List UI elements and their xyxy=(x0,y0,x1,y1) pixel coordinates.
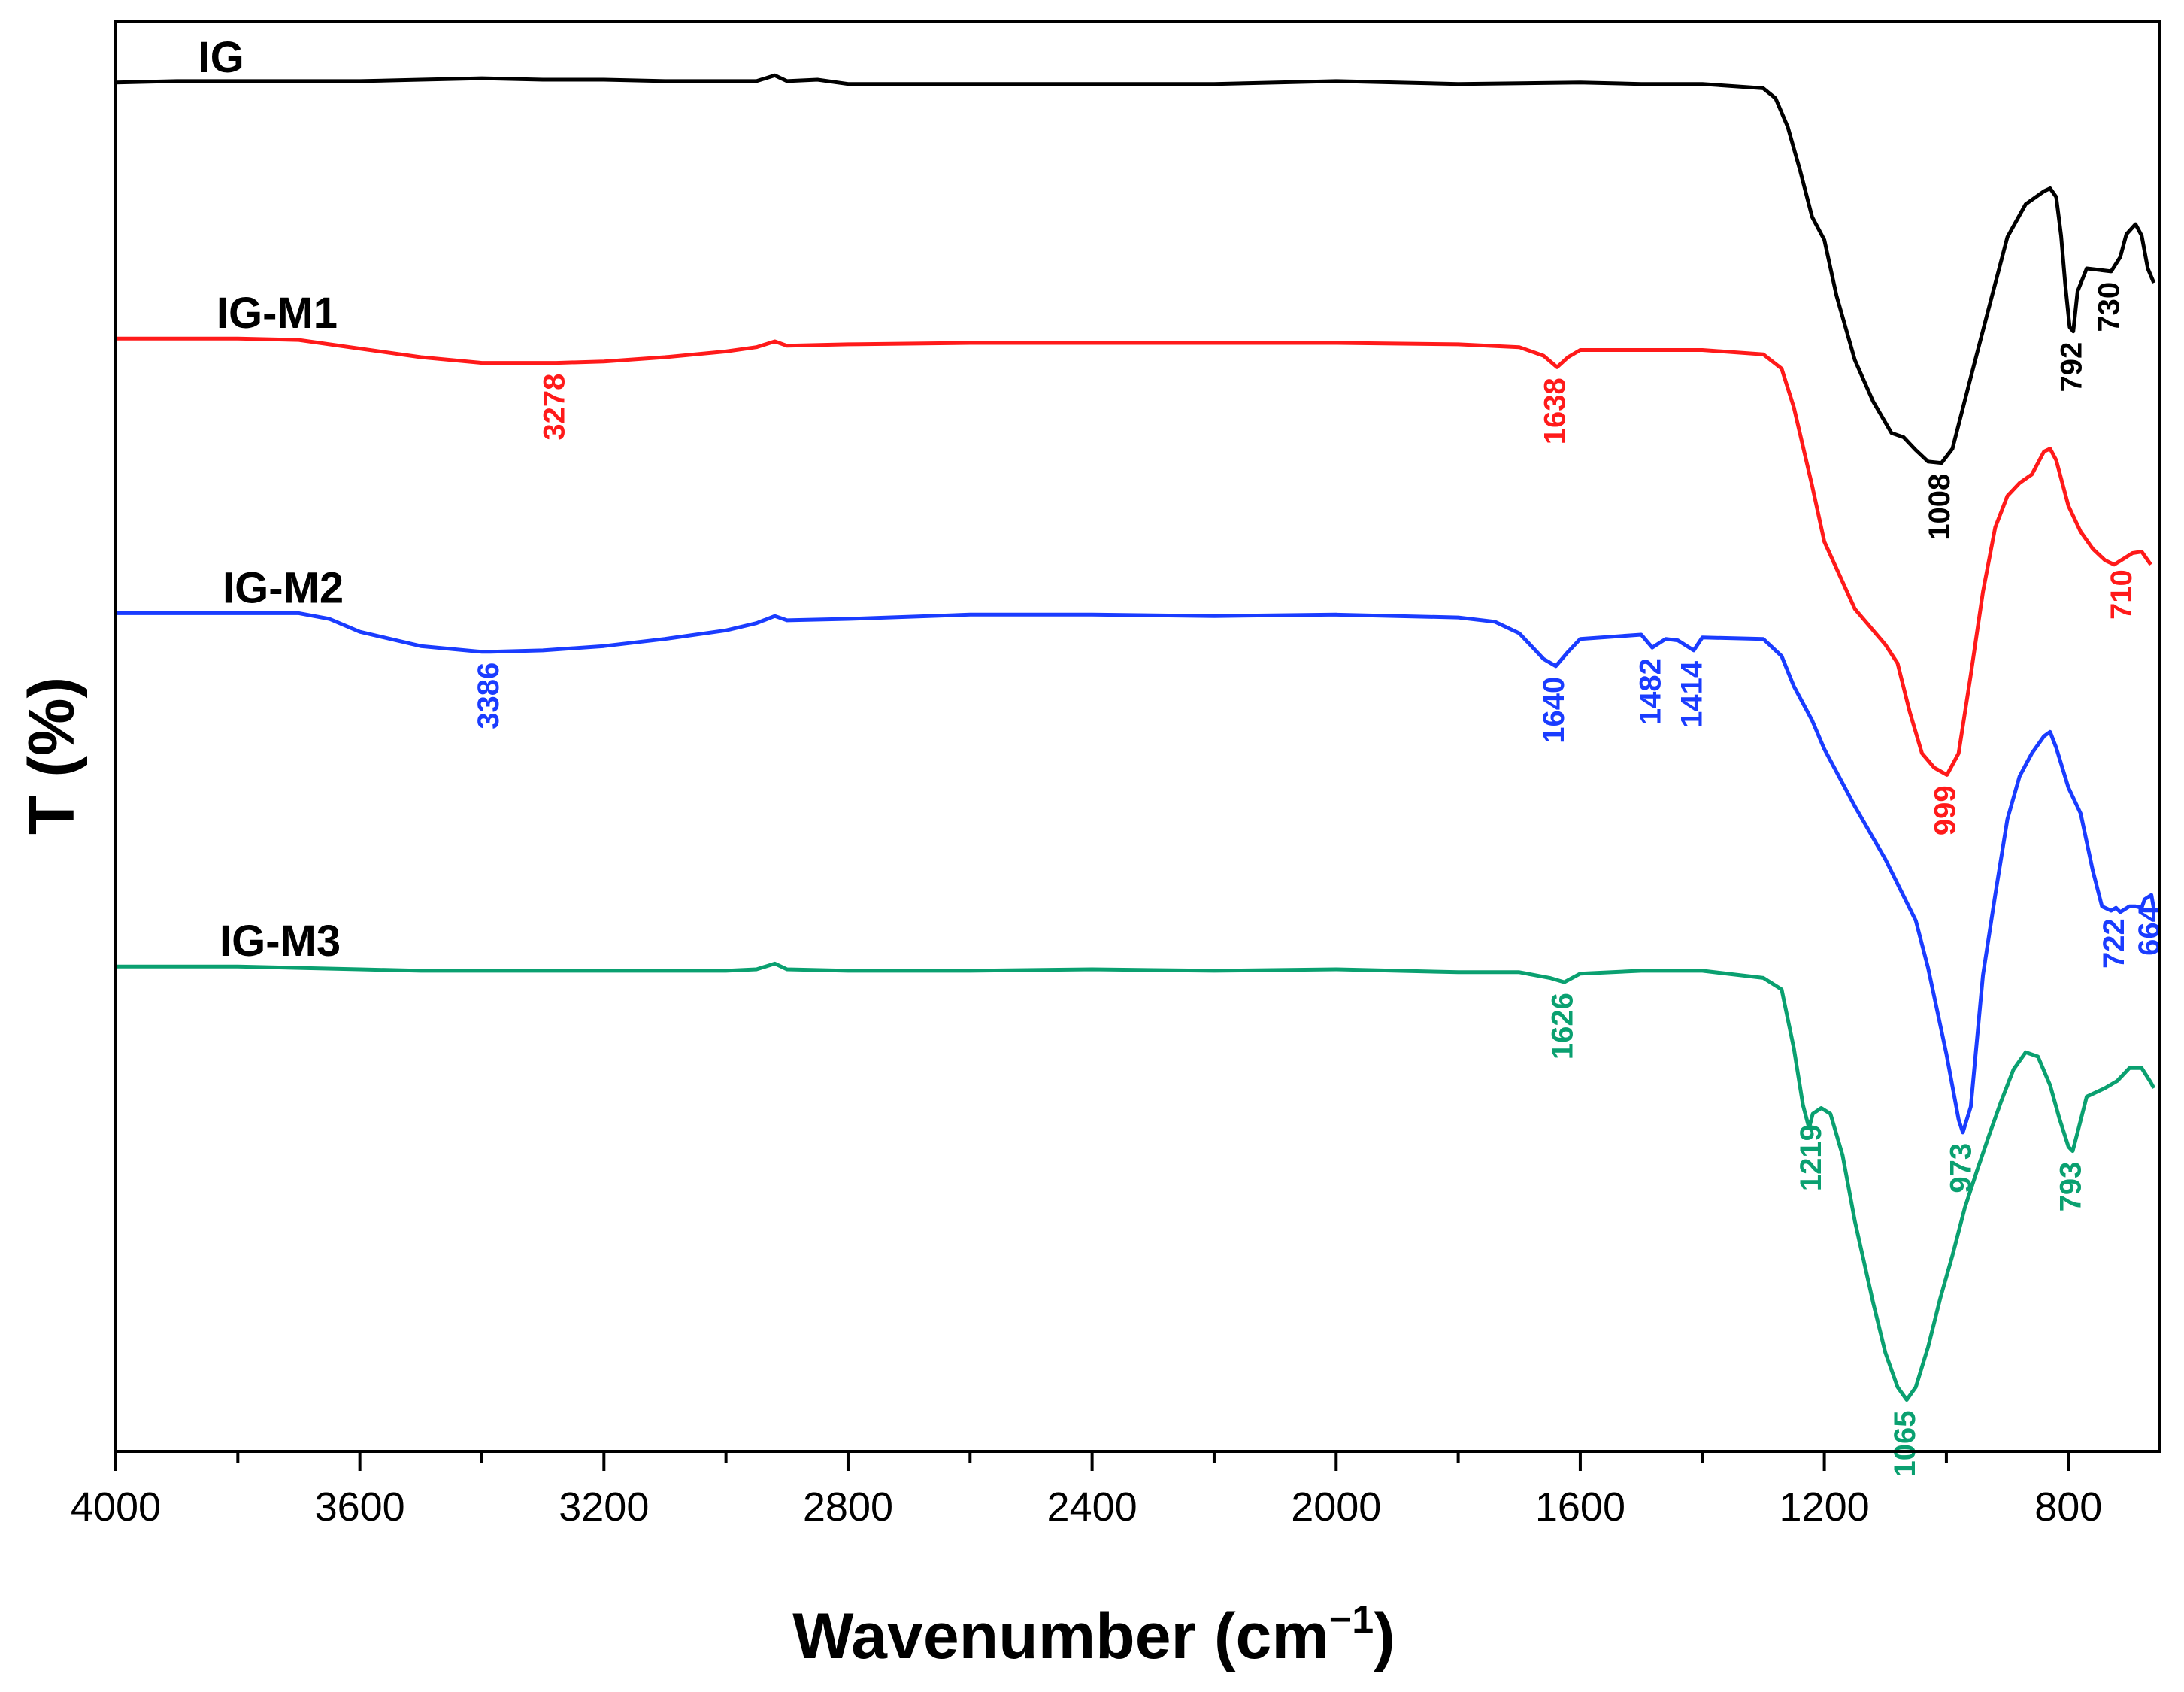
peak-label-ig-792: 792 xyxy=(2055,342,2088,393)
series-line-ig-m2 xyxy=(116,611,2156,1135)
x-axis-title-main: Wavenumber (cm xyxy=(792,1600,1329,1672)
x-tick-label-3600: 3600 xyxy=(315,1484,405,1530)
plot-frame xyxy=(114,20,2161,1453)
peak-label-ig-1008: 1008 xyxy=(1923,474,1956,541)
series-name-ig-m2: IG-M2 xyxy=(223,563,344,612)
peak-label-ig-m2-1640: 1640 xyxy=(1537,677,1571,744)
x-axis-title: Wavenumber (cm−1) xyxy=(792,1598,1395,1672)
x-axis-ticks: 4000 3600 3200 2800 2400 2000 1600 1200 800 xyxy=(71,1451,2102,1530)
series-line-ig-m1 xyxy=(116,336,2152,777)
x-tick-label-3200: 3200 xyxy=(559,1484,649,1530)
series-layer xyxy=(115,73,2156,1402)
peak-label-ig-m3-1065: 1065 xyxy=(1889,1411,1922,1478)
y-axis-title: T (%) xyxy=(16,677,88,835)
x-tick-label-800: 800 xyxy=(2034,1484,2102,1530)
peak-label-ig-m2-722: 722 xyxy=(2098,918,2131,969)
x-tick-label-2000: 2000 xyxy=(1291,1484,1381,1530)
x-tick-label-2800: 2800 xyxy=(803,1484,893,1530)
x-tick-label-4000: 4000 xyxy=(71,1484,161,1530)
x-tick-label-1200: 1200 xyxy=(1780,1484,1870,1530)
peak-label-ig-m3-1219: 1219 xyxy=(1795,1124,1828,1191)
peak-label-ig-m2-3386: 3386 xyxy=(472,663,505,729)
x-tick-label-1600: 1600 xyxy=(1535,1484,1625,1530)
x-axis-title-superscript: −1 xyxy=(1329,1598,1374,1642)
peak-label-ig-730: 730 xyxy=(2093,282,2126,332)
peak-label-ig-m2-1414: 1414 xyxy=(1675,660,1708,728)
peak-label-ig-m1-710: 710 xyxy=(2105,569,2138,620)
peak-label-ig-m3-1626: 1626 xyxy=(1546,993,1579,1060)
peak-label-ig-m1-999: 999 xyxy=(1928,785,1961,835)
peak-label-ig-m3-793: 793 xyxy=(2054,1162,2087,1212)
series-line-ig-m3 xyxy=(116,961,2156,1402)
series-line-ig xyxy=(115,73,2156,465)
series-name-ig-m3: IG-M3 xyxy=(220,917,341,966)
peak-label-ig-m3-973: 973 xyxy=(1944,1143,1977,1193)
peak-label-ig-m2-1482: 1482 xyxy=(1634,658,1667,725)
x-tick-label-2400: 2400 xyxy=(1047,1484,1137,1530)
peak-label-ig-m1-1638: 1638 xyxy=(1539,378,1572,444)
series-name-ig: IG xyxy=(198,33,244,82)
x-axis-title-close: ) xyxy=(1374,1600,1395,1672)
peak-label-ig-m1-3278: 3278 xyxy=(538,374,571,441)
series-name-ig-m1: IG-M1 xyxy=(217,289,338,338)
